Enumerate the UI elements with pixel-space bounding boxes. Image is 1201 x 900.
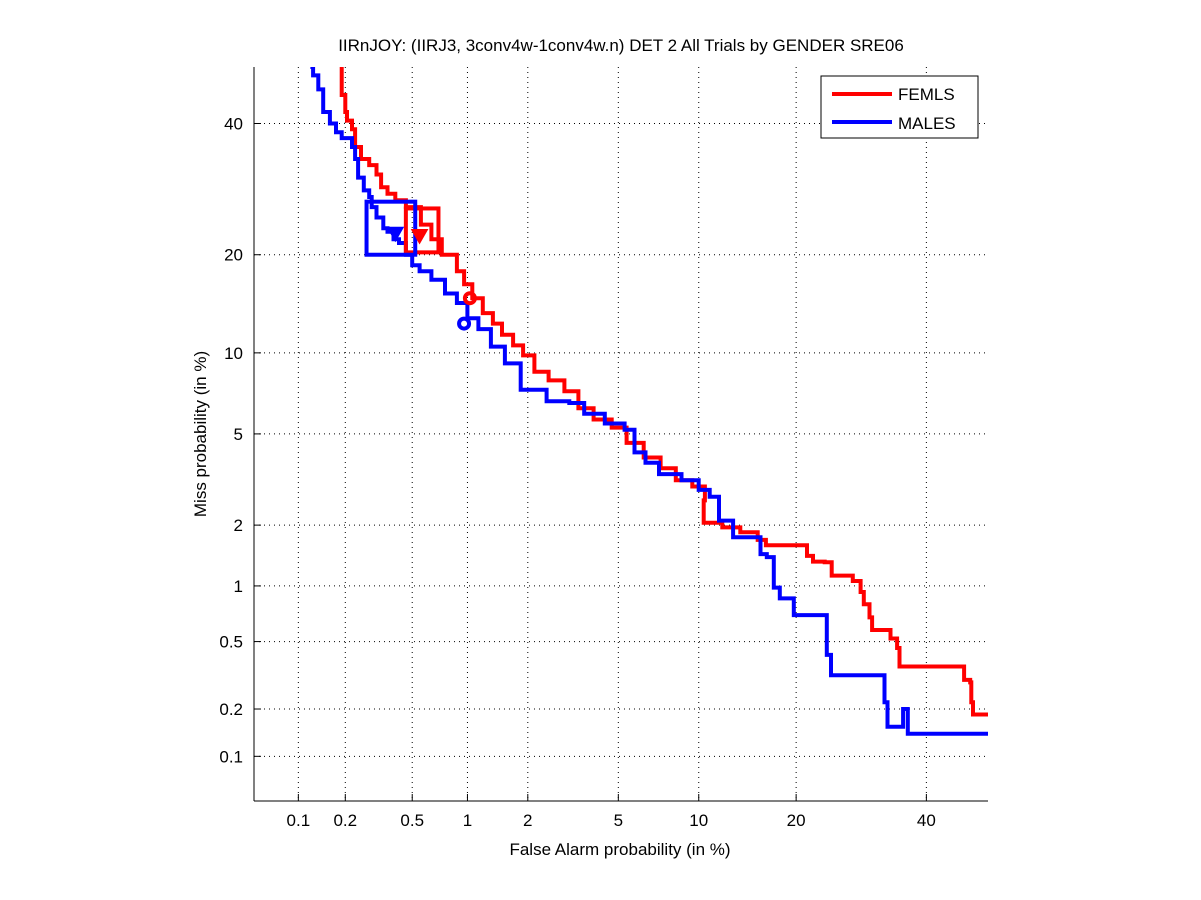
legend: FEMLS MALES: [820, 75, 979, 139]
y-tick-label: 0.1: [219, 747, 243, 766]
x-tick-label: 0.2: [333, 811, 357, 830]
confidence-box-femls: [403, 206, 441, 255]
y-tick-label: 0.2: [219, 700, 243, 719]
actual-dcf-marker-males: [386, 226, 405, 243]
x-tick-label: 2: [523, 811, 532, 830]
y-tick-label: 0.5: [219, 633, 243, 652]
x-tick-label: 0.1: [287, 811, 311, 830]
x-axis-ticks: 0.1 0.2 0.5 1 2 5 10 20 40: [287, 794, 936, 830]
series-line-males: [310, 67, 988, 736]
x-tick-label: 20: [787, 811, 806, 830]
x-tick-label: 1: [463, 811, 472, 830]
legend-box: [820, 75, 979, 139]
y-tick-label: 5: [234, 425, 243, 444]
x-tick-label: 10: [689, 811, 708, 830]
actual-dcf-marker-femls: [410, 229, 429, 245]
y-tick-label: 10: [224, 344, 243, 363]
plot-area: [310, 67, 988, 736]
min-dcf-marker-femls: [462, 291, 477, 306]
legend-label-males: MALES: [898, 114, 956, 133]
min-dcf-marker-males: [457, 316, 472, 331]
series-line-femls: [339, 67, 988, 717]
y-tick-label: 20: [224, 246, 243, 265]
chart-title: IIRnJOY: (IIRJ3, 3conv4w-1conv4w.n) DET …: [338, 36, 904, 55]
confidence-box-males: [364, 199, 418, 257]
x-tick-label: 40: [917, 811, 936, 830]
y-tick-label: 40: [224, 115, 243, 134]
x-axis-label: False Alarm probability (in %): [509, 840, 730, 859]
y-axis-ticks: 0.1 0.2 0.5 1 2 5 10 20 40: [219, 115, 261, 766]
y-tick-label: 1: [234, 577, 243, 596]
x-tick-label: 5: [614, 811, 623, 830]
x-tick-label: 0.5: [400, 811, 424, 830]
y-tick-label: 2: [234, 516, 243, 535]
legend-label-femls: FEMLS: [898, 85, 955, 104]
y-axis-label: Miss probability (in %): [191, 351, 210, 517]
